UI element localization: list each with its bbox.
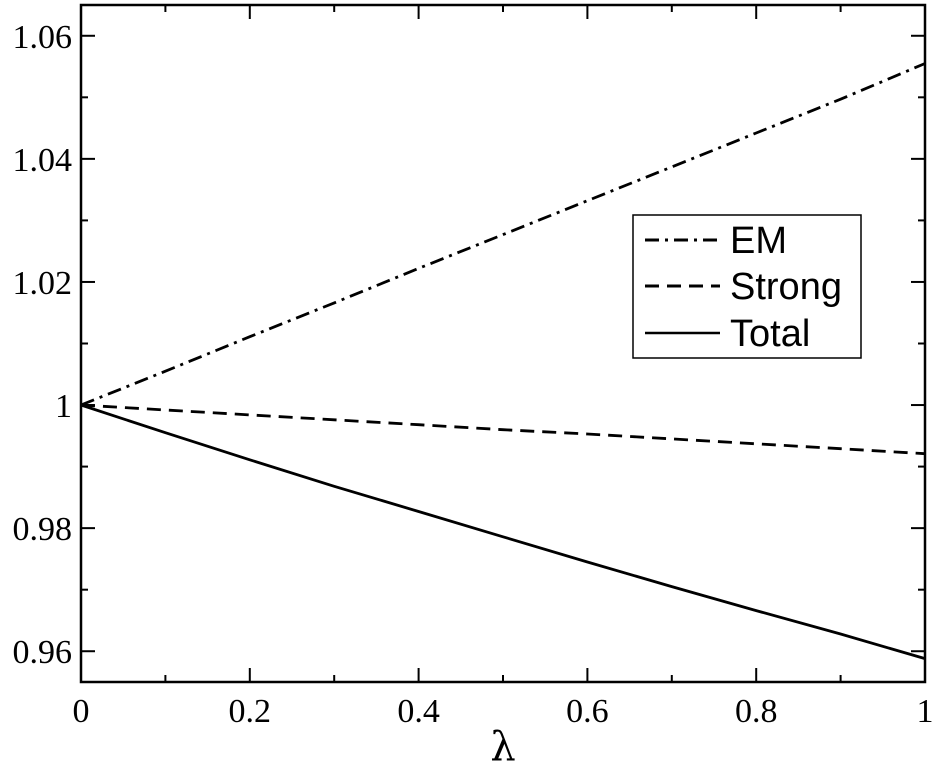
x-tick-label: 0.8 [735, 693, 778, 730]
y-tick-label: 1 [55, 388, 72, 425]
legend-label-strong: Strong [730, 266, 842, 308]
series-line-em [80, 62, 926, 407]
legend-label-em: EM [730, 220, 787, 262]
x-tick-label: 0 [73, 693, 90, 730]
series-line-strong [80, 403, 926, 456]
y-tick-label: 1.02 [13, 265, 73, 302]
x-axis-label: λ [490, 724, 515, 768]
x-tick-label: 0.6 [566, 693, 609, 730]
legend-label-total: Total [730, 313, 810, 355]
y-tick-label: 0.98 [13, 511, 73, 548]
series-lines [80, 62, 926, 660]
y-tick-label: 1.04 [13, 142, 73, 179]
y-tick-label: 0.96 [13, 634, 73, 671]
y-tick-label: 1.06 [13, 19, 73, 56]
legend: EM Strong Total [632, 214, 862, 359]
x-tick-label: 0.2 [229, 693, 272, 730]
series-line-total [80, 403, 926, 660]
x-tick-label: 1 [917, 693, 934, 730]
axis-ticks [80, 5, 926, 682]
x-tick-label: 0.4 [397, 693, 440, 730]
tick-labels: 0 0.2 0.4 0.6 0.8 1 0.96 0.98 1 1.02 1.04 1.06 [13, 19, 934, 730]
